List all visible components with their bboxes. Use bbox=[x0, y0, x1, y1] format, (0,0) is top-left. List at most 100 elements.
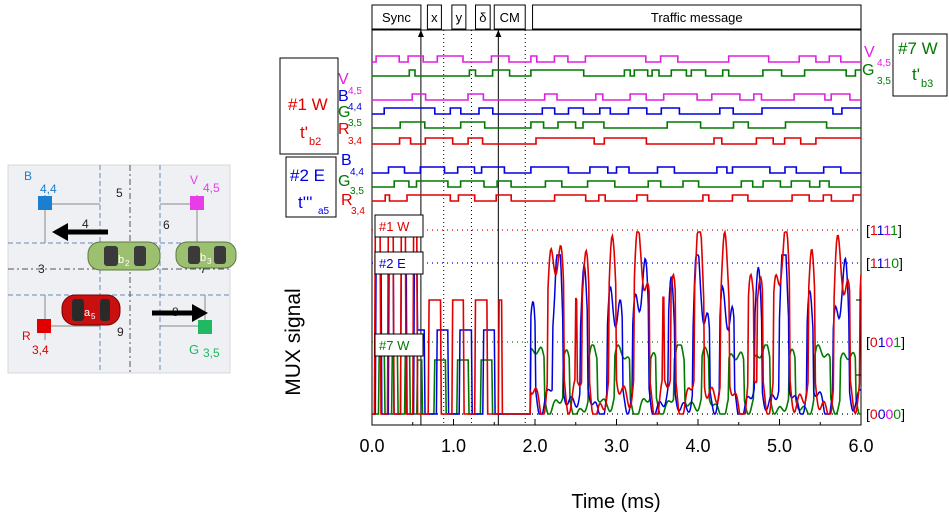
x-tick-label: 6.0 bbox=[848, 436, 873, 456]
level-tick-part: 0 bbox=[885, 334, 893, 350]
node-g-coord: 3,5 bbox=[203, 346, 220, 360]
legend-series-1: #1 W bbox=[374, 214, 424, 238]
channel-r-label: R bbox=[338, 121, 350, 138]
node-r-square bbox=[37, 319, 51, 333]
segment-box bbox=[426, 4, 442, 30]
right-ticks: [1111][1110][0101][0000] bbox=[856, 222, 905, 422]
node-r-coord: 3,4 bbox=[32, 343, 49, 357]
channel-b-label: B bbox=[338, 88, 349, 105]
level-tick-label: [1110] bbox=[866, 255, 903, 271]
segment-box bbox=[493, 4, 526, 30]
car-a5-sub: 5 bbox=[91, 312, 96, 321]
x-tick-label: 0.0 bbox=[359, 436, 384, 456]
level-tick-part: 1 bbox=[878, 334, 886, 350]
level-tick-part: 0 bbox=[870, 406, 878, 422]
x-tick-label: 1.0 bbox=[441, 436, 466, 456]
group-1-title: #1 W bbox=[288, 95, 328, 114]
group-1-time-sub: b2 bbox=[309, 136, 321, 148]
cell-number: 9 bbox=[117, 325, 124, 339]
level-tick-label: [0101] bbox=[866, 334, 905, 350]
segment-box bbox=[371, 4, 422, 30]
level-tick-label: [1111] bbox=[866, 222, 902, 238]
channel-g-label: G bbox=[338, 173, 350, 190]
segment-label: Sync bbox=[382, 10, 411, 25]
y-axis-label: MUX signal bbox=[282, 288, 305, 395]
analog-trace bbox=[372, 229, 862, 416]
car-a5-label: a bbox=[84, 307, 91, 319]
left-arrow-icon bbox=[52, 223, 108, 241]
node-v-letter: V bbox=[190, 173, 198, 187]
right-arrow-icon bbox=[152, 304, 208, 322]
x-tick-label: 2.0 bbox=[522, 436, 547, 456]
group-3-title: #7 W bbox=[898, 39, 938, 58]
level-tick-part: ] bbox=[901, 334, 905, 350]
level-tick-part: [ bbox=[866, 406, 870, 422]
level-tick-part: 1 bbox=[877, 255, 885, 271]
digital-trace bbox=[372, 107, 861, 115]
group-2-title: #2 E bbox=[290, 166, 325, 185]
node-b-letter: B bbox=[24, 169, 32, 183]
group-box-2: #2 E t''' a5 bbox=[285, 156, 337, 218]
group-box-1: #1 W t' b2 bbox=[279, 57, 339, 155]
car-b3: b 3 bbox=[175, 241, 237, 269]
segment-bar: Sync x y δ CM Traffic message bbox=[371, 4, 862, 30]
cell-number: 5 bbox=[116, 186, 123, 200]
node-b-coord: 4,4 bbox=[40, 182, 57, 196]
level-tick-part: 0 bbox=[893, 406, 901, 422]
x-axis: 0.0 1.0 2.0 3.0 4.0 5.0 6.0 bbox=[359, 419, 874, 456]
node-v-coord: 4,5 bbox=[203, 181, 220, 195]
car-b3-sub: 3 bbox=[207, 257, 212, 266]
level-tick-part: 1 bbox=[870, 255, 878, 271]
group-2-channel-labels: B 4,4 G 3,5 R 3,4 bbox=[338, 152, 365, 217]
digital-trace bbox=[372, 166, 861, 174]
channel-g-label: G bbox=[862, 62, 874, 79]
segment-box bbox=[451, 4, 467, 30]
segment-label: Traffic message bbox=[651, 10, 743, 25]
car-b3-label: b bbox=[200, 252, 206, 264]
channel-v-sub: 4,5 bbox=[348, 86, 362, 97]
level-tick-part: 0 bbox=[891, 255, 899, 271]
channel-g-sub: 3,5 bbox=[350, 186, 364, 197]
channel-r-label: R bbox=[341, 192, 353, 209]
digital-trace bbox=[372, 137, 861, 145]
channel-v-label: V bbox=[864, 44, 875, 61]
level-tick-part: [ bbox=[866, 222, 870, 238]
group-3-time: t' bbox=[912, 65, 920, 84]
channel-v-label: V bbox=[338, 71, 349, 88]
level-tick-part: 1 bbox=[883, 255, 891, 271]
node-r-letter: R bbox=[22, 329, 31, 343]
cell-number: 4 bbox=[82, 217, 89, 231]
boundary-arrow-icon bbox=[417, 30, 424, 37]
digital-trace bbox=[372, 194, 861, 202]
level-tick-label: [0000] bbox=[866, 406, 905, 422]
group-1-channel-labels: V 4,5 B 4,4 G 3,5 R 3,4 bbox=[338, 71, 362, 147]
digital-trace bbox=[372, 180, 861, 188]
level-tick-part: ] bbox=[898, 222, 902, 238]
node-b-square bbox=[38, 196, 52, 210]
level-tick-part: ] bbox=[901, 406, 905, 422]
channel-r-sub: 3,4 bbox=[351, 206, 365, 217]
group-1-time: t' bbox=[300, 123, 308, 142]
channel-b-sub: 4,4 bbox=[350, 167, 364, 178]
cell-number: 3 bbox=[38, 262, 45, 276]
level-tick-part: 0 bbox=[870, 334, 878, 350]
legend-series-2-label: #2 E bbox=[379, 256, 406, 271]
car-b2-sub: 2 bbox=[125, 259, 130, 268]
group-2-time: t''' bbox=[298, 193, 312, 212]
legend-series-3: #7 W bbox=[374, 333, 424, 357]
cell-number: 7 bbox=[200, 262, 207, 276]
x-tick-label: 4.0 bbox=[685, 436, 710, 456]
node-v-square bbox=[190, 196, 204, 210]
segment-box bbox=[532, 4, 862, 30]
group-3-time-sub: b3 bbox=[921, 78, 933, 90]
channel-r-sub: 3,4 bbox=[348, 136, 362, 147]
segment-label: y bbox=[456, 10, 463, 25]
level-tick-part: 1 bbox=[870, 222, 878, 238]
level-tick-part: ] bbox=[899, 255, 903, 271]
segment-label: CM bbox=[500, 10, 520, 25]
group-2-time-sub: a5 bbox=[318, 206, 330, 217]
digital-trace bbox=[372, 69, 861, 77]
level-tick-part: 0 bbox=[878, 406, 886, 422]
chart: Sync x y δ CM Traffic message 0.0 1.0 2.0 3.0 4.0… bbox=[282, 4, 905, 513]
